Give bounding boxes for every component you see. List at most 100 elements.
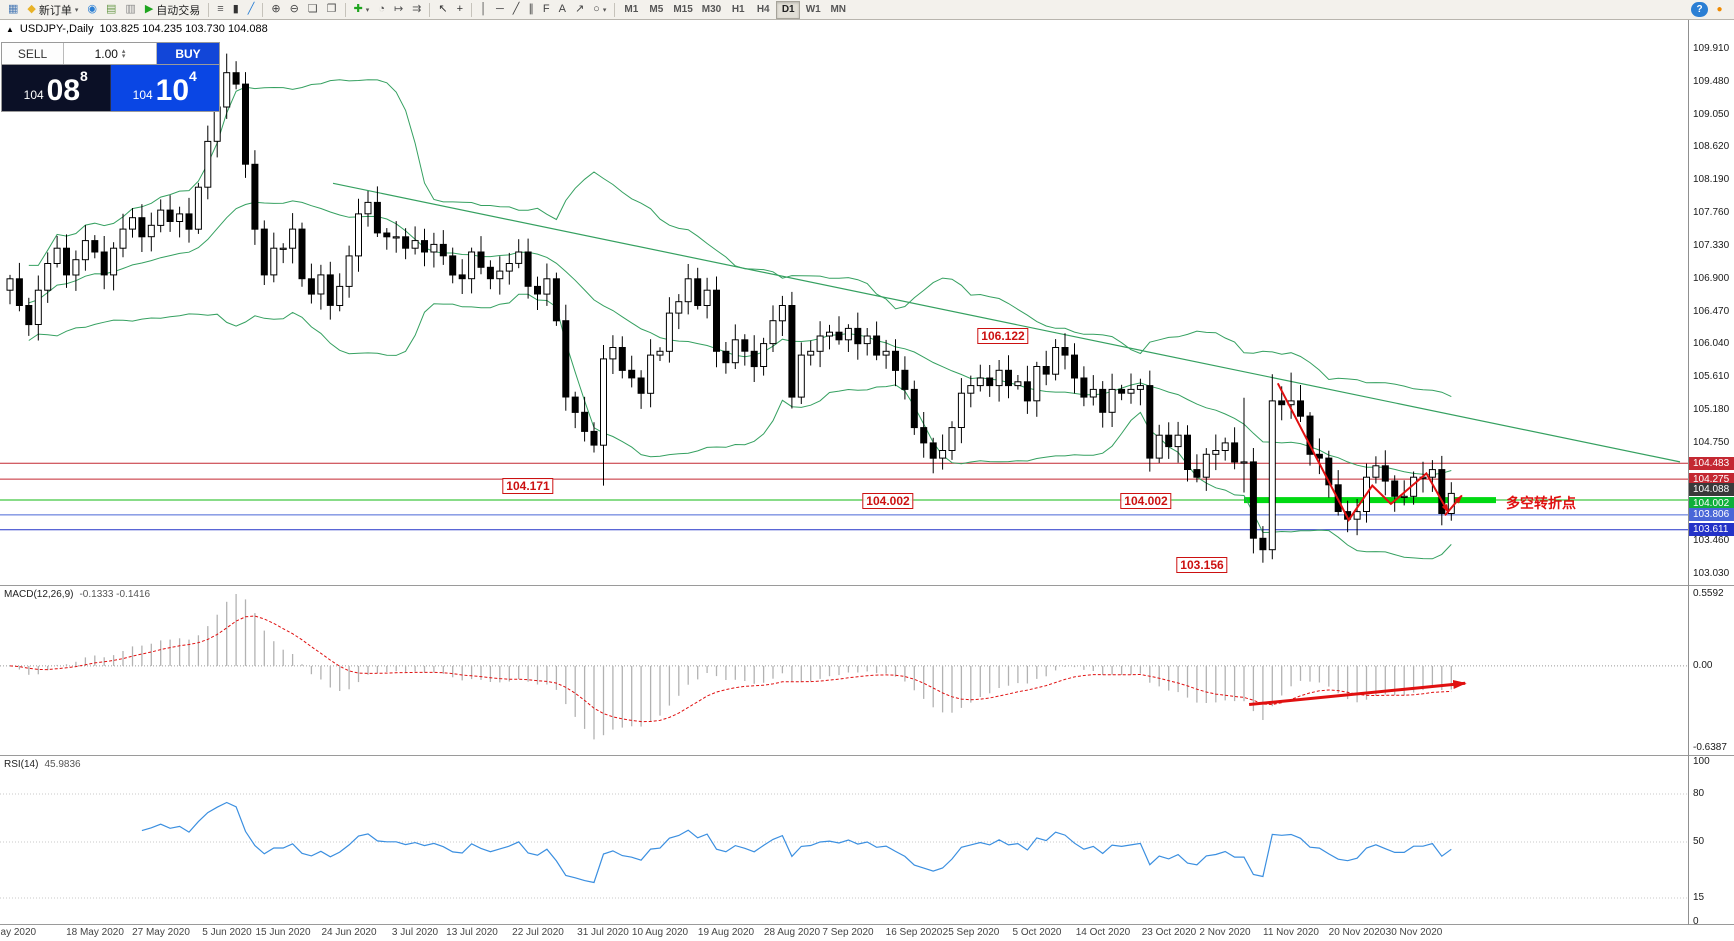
shapes-icon[interactable]: ○ ▾ (589, 1, 610, 19)
candle (402, 228, 410, 260)
fibonacci-icon[interactable]: F (539, 1, 554, 19)
candle (157, 199, 165, 233)
candle (760, 337, 768, 376)
timeframe-d1-button[interactable]: D1 (776, 0, 801, 19)
data-window-icon-glyph: ▤ (106, 3, 117, 15)
candle (637, 370, 645, 409)
text-icon[interactable]: A (555, 1, 570, 19)
market-watch-icon[interactable]: ◉ (83, 1, 101, 19)
price-tick: 105.180 (1693, 404, 1730, 415)
timeframe-w1-button[interactable]: W1 (801, 1, 825, 19)
arrow-tool-icon[interactable]: ↗ (571, 1, 588, 19)
one-click-panel-toggle[interactable]: ▲ (6, 24, 14, 34)
date-label: 18 May 2020 (66, 927, 124, 938)
add-indicator-icon-caret: ▾ (365, 6, 370, 14)
price-chart[interactable] (0, 20, 1688, 586)
candlestick-chart-icon[interactable]: ▮ (229, 1, 243, 19)
new-order-button[interactable]: ◆ 新订单 ▾ (23, 1, 82, 19)
candle (298, 222, 306, 287)
price-tag: 104.088 (1689, 483, 1734, 496)
navigator-icon[interactable]: ▥ (121, 1, 139, 19)
timeframe-m1-button[interactable]: M1 (619, 1, 643, 19)
tile-windows-icon[interactable]: ❏ (304, 1, 322, 19)
new-chart-icon[interactable]: ▦ (4, 1, 22, 19)
date-label: 16 Sep 2020 (885, 927, 943, 938)
channel-icon[interactable]: ∥ (524, 1, 538, 19)
zoom-in-icon[interactable]: ⊕ (267, 1, 284, 19)
connection-status-icon[interactable]: ● (1716, 4, 1723, 15)
candle (1052, 339, 1060, 381)
volume-value: 1.00 (94, 46, 118, 61)
autotrading-button[interactable]: ▶ 自动交易 (141, 1, 204, 19)
volume-up-button[interactable]: ▴ (121, 47, 126, 55)
zoom-in-icon-glyph: ⊕ (271, 3, 281, 15)
candle (53, 235, 61, 268)
rsi-panel-separator[interactable] (0, 755, 1734, 756)
candle (194, 182, 202, 234)
cursor-icon[interactable]: ↖ (434, 1, 451, 19)
help-icon[interactable]: ? (1691, 2, 1708, 17)
new-order-button-caret: ▾ (74, 6, 79, 14)
timeframe-m30-button[interactable]: M30 (698, 1, 725, 19)
bar-chart-icon[interactable]: ≡ (213, 1, 227, 19)
shapes-icon-caret: ▾ (602, 6, 607, 14)
timeframe-m15-button[interactable]: M15 (669, 1, 696, 19)
horizontal-line-icon[interactable]: ─ (492, 1, 508, 19)
volume-field[interactable]: 1.00 ▴ ▾ (64, 43, 157, 64)
autotrading-glyph: ▶ (144, 3, 154, 15)
volume-down-button[interactable]: ▾ (121, 52, 126, 60)
candle (392, 221, 400, 253)
cursor-icon-glyph: ↖ (438, 3, 448, 15)
macd-signal-line (9, 615, 1452, 723)
timeframe-h1-button[interactable]: H1 (726, 1, 750, 19)
timeframe-mn-button[interactable]: MN (826, 1, 850, 19)
sell-button[interactable]: SELL (2, 43, 64, 64)
macd-panel[interactable] (0, 586, 1688, 756)
buy-button[interactable]: BUY (157, 43, 219, 64)
red-up-arrow-annotation[interactable] (1444, 494, 1463, 517)
time-axis[interactable]: 5 May 2020 18 May 2020 27 May 2020 5 Jun 20… (0, 925, 1688, 941)
candle (1428, 460, 1436, 492)
macd-trend-arrow[interactable] (1248, 679, 1467, 706)
candle (449, 247, 457, 284)
auto-scroll-icon[interactable]: ↦ (390, 1, 407, 19)
price-scale[interactable]: 109.910 109.480 109.050 108.620 108.190 107.7… (1688, 0, 1734, 941)
price-tick: 106.040 (1693, 338, 1730, 349)
add-indicator-icon-glyph: ✚ (353, 3, 363, 15)
rsi-scale-tick: 50 (1693, 836, 1705, 847)
candle (816, 321, 824, 368)
candle (1268, 374, 1276, 560)
date-label: 5 May 2020 (0, 927, 37, 938)
crosshair-icon[interactable]: + (453, 1, 467, 19)
line-chart-icon[interactable]: ╱ (244, 1, 259, 19)
buy-price[interactable]: 104 10 4 (110, 65, 219, 111)
candle (1014, 375, 1022, 390)
timeframe-h4-button[interactable]: H4 (751, 1, 775, 19)
price-tick: 109.480 (1693, 76, 1730, 87)
candle (543, 263, 551, 306)
vertical-line-icon[interactable]: │ (476, 1, 491, 19)
buy-price-big: 10 (155, 74, 190, 107)
candle (534, 276, 541, 310)
data-window-icon[interactable]: ▤ (102, 1, 120, 19)
candle (1334, 470, 1342, 516)
candle (355, 198, 362, 272)
macd-scale-tick: 0.00 (1693, 660, 1713, 671)
clock-icon[interactable]: ◔ (374, 1, 389, 19)
red-zigzag-annotation[interactable] (1276, 382, 1450, 522)
candle (1165, 422, 1173, 459)
rsi-panel[interactable] (0, 756, 1688, 925)
chart-shift-icon[interactable]: ⇉ (408, 1, 425, 19)
zoom-out-icon[interactable]: ⊖ (286, 1, 303, 19)
descending-trendline[interactable] (332, 182, 1681, 463)
date-label: 10 Aug 2020 (631, 927, 689, 938)
sell-price[interactable]: 104 08 8 (2, 65, 111, 111)
cascade-windows-icon[interactable]: ❐ (323, 1, 341, 19)
candle (1033, 361, 1041, 417)
timeframe-m5-button[interactable]: M5 (644, 1, 668, 19)
candle (1127, 373, 1135, 404)
trendline-icon[interactable]: ╱ (509, 1, 524, 19)
macd-panel-separator[interactable] (0, 585, 1734, 586)
date-label: 14 Oct 2020 (1075, 927, 1131, 938)
add-indicator-icon[interactable]: ✚ ▾ (350, 1, 374, 19)
